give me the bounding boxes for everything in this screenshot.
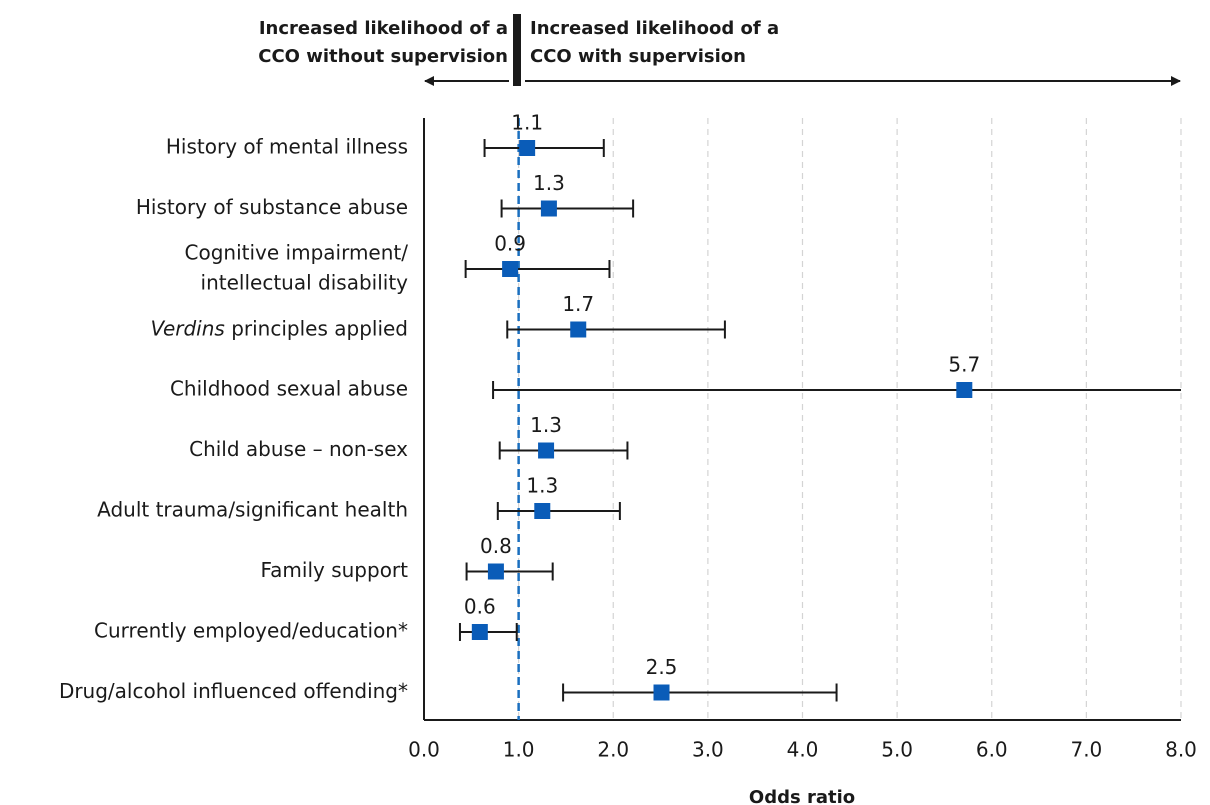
x-tick-label: 0.0 (408, 738, 440, 762)
category-text: principles applied (225, 316, 408, 340)
header-right: CCO with supervision (530, 46, 746, 67)
header-left: CCO without supervision (258, 46, 508, 67)
header-right: Increased likelihood of a (530, 18, 779, 39)
x-tick-label: 2.0 (597, 738, 629, 762)
data-label: 0.6 (464, 595, 496, 619)
point (570, 321, 587, 338)
x-tick-label: 1.0 (503, 738, 535, 762)
x-tick-label: 4.0 (787, 738, 819, 762)
point (519, 140, 536, 156)
data-label: 1.1 (511, 111, 543, 135)
category-label: History of mental illness (166, 135, 408, 159)
category-label: Adult trauma/significant health (97, 498, 408, 522)
category-label: intellectual disability (201, 271, 409, 295)
x-tick-label: 8.0 (1165, 738, 1197, 762)
point (471, 624, 488, 640)
x-tick-label: 3.0 (692, 738, 724, 762)
point (956, 382, 973, 398)
divider (513, 14, 521, 86)
point (487, 563, 504, 580)
category-label: Childhood sexual abuse (170, 377, 408, 401)
category-label: Cognitive impairment/ (185, 241, 409, 265)
point (538, 442, 555, 459)
x-tick-label: 6.0 (976, 738, 1008, 762)
category-label: Verdins principles applied (150, 316, 408, 340)
x-axis-title: Odds ratio (749, 787, 855, 805)
data-label: 0.8 (480, 534, 512, 558)
data-label: 1.3 (526, 474, 558, 498)
x-tick-label: 7.0 (1070, 738, 1102, 762)
category-label: History of substance abuse (136, 195, 408, 219)
category-italic: Verdins (150, 316, 224, 340)
data-label: 1.3 (530, 413, 562, 437)
x-tick-label: 5.0 (881, 738, 913, 762)
data-label: 2.5 (646, 655, 678, 679)
point (653, 684, 670, 701)
header-left: Increased likelihood of a (259, 18, 508, 39)
point (534, 503, 551, 519)
category-label: Family support (261, 558, 409, 582)
category-label: Currently employed/education* (94, 619, 408, 643)
point (502, 261, 519, 277)
data-label: 5.7 (948, 353, 980, 377)
category-label: Drug/alcohol influenced offending* (59, 679, 408, 703)
data-label: 1.3 (533, 171, 565, 195)
point (540, 200, 557, 217)
data-label: 1.7 (562, 292, 594, 316)
data-label: 0.9 (494, 232, 526, 256)
category-label: Child abuse – non-sex (189, 437, 408, 461)
